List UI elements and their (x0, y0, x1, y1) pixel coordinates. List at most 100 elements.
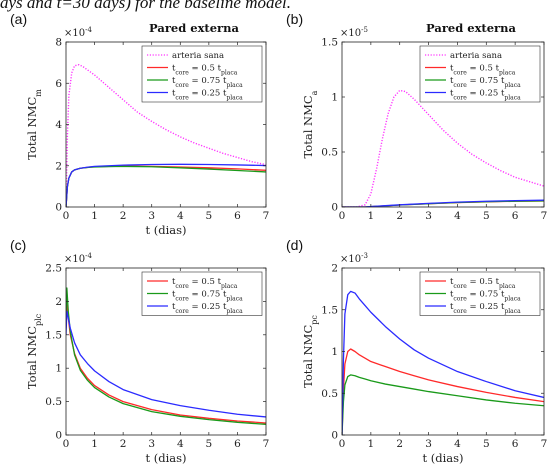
series-line-0 (66, 304, 266, 424)
y-tick-label: 0.5 (321, 147, 338, 159)
legend-text-base: t (172, 64, 176, 74)
legend-text-subscript: placa (499, 69, 516, 76)
x-tick-label: 4 (177, 438, 184, 450)
x-tick-label: 0 (339, 438, 346, 450)
legend-entry: tcore = 0.25 tplaca (172, 302, 243, 315)
x-tick-label: 0 (63, 438, 70, 450)
y-axis-label-subscript: pc (310, 315, 319, 325)
legend-entry: tcore = 0.75 tplaca (172, 290, 243, 303)
caption-fragment: ays and t=30 days) for the baseline mode… (0, 0, 291, 12)
x-tick-label: 1 (91, 438, 98, 450)
multiplier-exponent: -4 (85, 252, 92, 260)
y-axis-label-subscript: a (310, 90, 319, 95)
legend-text-subscript: core (453, 283, 467, 290)
legend-text-base: t (450, 302, 454, 312)
multiplier-exponent: -3 (361, 252, 368, 260)
y-tick-label: 2 (55, 160, 62, 172)
x-tick-label: 3 (148, 438, 155, 450)
legend-text-base: t (450, 290, 454, 300)
y-axis-label-subscript: plc (34, 313, 43, 326)
chart-title: Pared externa (149, 21, 239, 35)
series-line-2 (342, 290, 544, 435)
x-axis-label: t (dias) (145, 451, 186, 465)
legend-text-subscript: placa (504, 94, 521, 101)
legend-text-part: = 0.25 (467, 89, 501, 99)
legend-text-base: t (450, 76, 454, 86)
legend-text-subscript: placa (226, 94, 243, 101)
panel-letter: (d) (286, 237, 303, 253)
chart-title: Pared externa (426, 21, 516, 35)
x-axis-label: t (dias) (145, 223, 186, 237)
y-tick-label: 0 (55, 430, 62, 442)
legend-text-subscript: placa (226, 308, 243, 315)
x-tick-label: 5 (206, 210, 213, 222)
legend-text-subscript: core (453, 69, 467, 76)
series-line-0 (342, 348, 544, 435)
legend-entry: tcore = 0.75 tplaca (450, 290, 521, 303)
series-line-2 (66, 165, 266, 207)
multiplier-base: ×10 (64, 254, 85, 265)
x-tick-label: 7 (263, 438, 270, 450)
legend-text-subscript: core (453, 295, 467, 302)
legend-text-subscript: core (175, 308, 189, 315)
legend-text-part: = 0.25 (189, 302, 223, 312)
legend-text-base: t (223, 302, 227, 312)
legend-entry: tcore = 0.5 tplaca (172, 64, 238, 77)
axis-multiplier: ×10-4 (64, 26, 92, 39)
y-tick-label: 6 (55, 78, 62, 90)
legend-text-subscript: placa (499, 283, 516, 290)
legend-text-subscript: placa (221, 283, 238, 290)
legend-entry: tcore = 0.5 tplaca (450, 277, 516, 290)
chart-panel-b: (b) Pared externa ×10-5 0 1 2 3 4 5 6 7 0 0.5 1 1.5 Tot… (286, 11, 547, 222)
legend-text-subscript: placa (504, 295, 521, 302)
legend-text-subscript: placa (504, 308, 521, 315)
legend-text-part: = 0.5 (467, 277, 496, 287)
legend-entry: tcore = 0.5 tplaca (172, 277, 238, 290)
y-tick-label: 0.5 (321, 388, 338, 400)
y-axis-label-base: Total NMC (25, 97, 39, 160)
y-tick-label: 2.5 (45, 263, 62, 275)
x-tick-label: 5 (206, 438, 213, 450)
y-axis-label-base: Total NMC (301, 325, 315, 388)
legend-text-subscript: core (453, 94, 467, 101)
panel-letter: (c) (10, 237, 26, 253)
chart-panel-d: (d) ×10-3 0 1 2 3 4 5 6 7 0 0.5 1 1.5 2 t (dias) Total N… (286, 237, 547, 465)
legend-text-part: = 0.25 (189, 89, 223, 99)
legend-text-part: arteria sana (172, 51, 224, 61)
legend-text-base: t (501, 89, 505, 99)
axes-box (65, 267, 267, 436)
x-axis-label: t (dias) (422, 451, 463, 465)
x-tick-label: 2 (396, 210, 403, 222)
legend-text-part: = 0.75 (189, 290, 223, 300)
legend-text-subscript: core (175, 283, 189, 290)
x-tick-label: 2 (120, 438, 127, 450)
legend-entry: arteria sana (450, 51, 502, 61)
y-tick-label: 8 (55, 37, 62, 49)
y-tick-label: 2 (55, 296, 62, 308)
x-tick-label: 4 (454, 438, 461, 450)
series-line-1 (66, 287, 266, 425)
x-tick-label: 5 (483, 210, 490, 222)
legend-text-subscript: core (453, 82, 467, 89)
legend-text-subscript: core (175, 94, 189, 101)
y-tick-label: 1 (331, 346, 338, 358)
y-tick-label: 0 (331, 430, 338, 442)
axes-box (341, 41, 545, 208)
legend-text-subscript: placa (226, 295, 243, 302)
legend-text-part: = 0.75 (189, 76, 223, 86)
multiplier-base: ×10 (64, 28, 85, 39)
x-tick-label: 2 (120, 210, 127, 222)
x-tick-label: 1 (368, 438, 375, 450)
legend-text-base: t (450, 64, 454, 74)
legend-text-base: t (501, 290, 505, 300)
x-tick-label: 1 (91, 210, 98, 222)
legend-text-subscript: core (453, 308, 467, 315)
y-axis-label: Total NMCplc (25, 313, 43, 389)
y-axis-label: Total NMCm (25, 89, 43, 160)
legend-entry: tcore = 0.5 tplaca (450, 64, 516, 77)
x-tick-label: 7 (541, 438, 548, 450)
